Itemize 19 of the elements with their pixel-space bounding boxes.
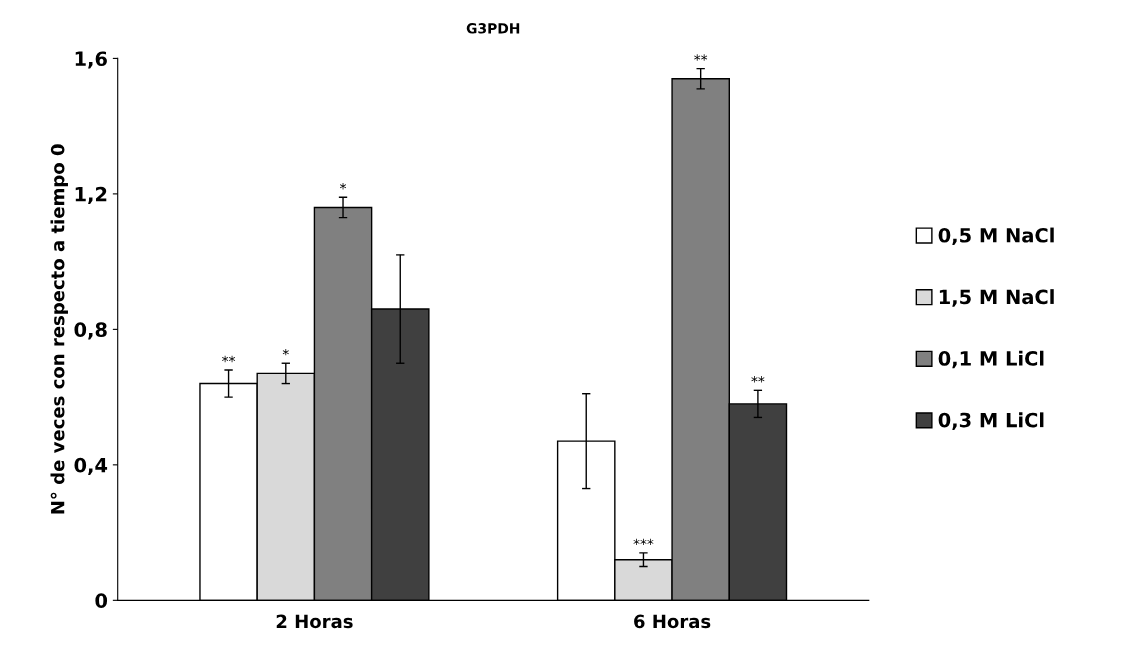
legend-label: 0,5 M NaCl — [938, 227, 1054, 246]
y-axis-title: N° de veces con respecto a tiempo 0 — [50, 144, 68, 514]
x-tick-label: 6 Horas — [634, 614, 711, 629]
data-label: * — [339, 183, 347, 190]
y-tick-label: 0,8 — [74, 322, 107, 340]
data-label: ** — [694, 54, 708, 61]
legend-label: 0,3 M LiCl — [938, 412, 1044, 430]
chart-title: G3PDH — [466, 23, 520, 34]
legend-label: 1,5 M NaCl — [939, 289, 1054, 307]
x-tick-label: 2 Horas — [276, 614, 353, 629]
legend-label: 0,1 M LiCl — [938, 350, 1044, 369]
y-tick-label: 1,2 — [75, 186, 107, 205]
y-tick-label: 0,4 — [74, 457, 108, 475]
y-tick-label: 1,6 — [75, 51, 107, 69]
data-label: * — [282, 349, 289, 356]
data-label: *** — [633, 538, 654, 546]
y-tick-label: 0 — [95, 593, 108, 608]
data-label: ** — [751, 376, 765, 383]
data-label: ** — [222, 355, 236, 363]
